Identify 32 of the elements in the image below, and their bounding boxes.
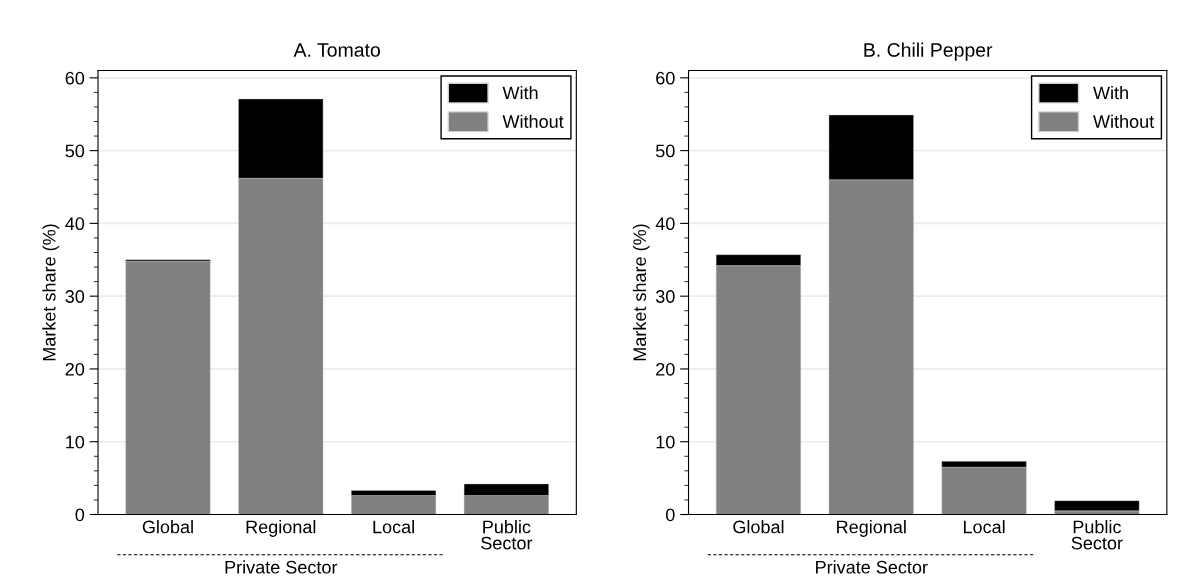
y-tick-label: 0 [665,508,675,522]
y-tick-label: 50 [655,144,675,158]
y-tick-label: 40 [655,217,675,231]
text: Private Sector [225,560,338,574]
legend-label: Without [502,114,564,128]
y-tick-label: 20 [656,362,675,376]
x-tick-label: Public Sector [481,520,533,550]
y-tick-label: 10 [66,435,85,449]
legend-label: Without [1093,114,1155,128]
y-tick-label: 20 [65,362,85,376]
chart-title: A. Tomato [293,43,380,57]
y-tick-label: 0 [75,508,85,522]
x-tick-label: Local [963,520,1005,534]
text: Private Sector [816,560,928,574]
y-tick-label: 30 [655,290,675,303]
x-tick-label: Regional [246,520,316,537]
y-tick-label: 10 [656,435,675,449]
y-tick-label: 50 [65,144,85,158]
x-tick-label: Regional [837,520,906,537]
y-axis-title: Market share (%) [632,224,650,361]
legend-label: With [502,86,538,100]
x-tick-label: Global [733,520,784,534]
x-tick-label: Public Sector [1071,520,1123,550]
y-axis-title: Market share (%) [42,224,60,361]
x-tick-label: Local [373,520,414,534]
y-tick-label: 60 [656,71,675,85]
chart-title: B. Chili Pepper [864,42,993,61]
y-tick-label: 30 [65,290,85,303]
legend-label: With [1093,86,1128,100]
y-tick-label: 60 [65,71,85,85]
x-tick-label: Global [142,520,193,534]
y-tick-label: 40 [65,217,85,231]
